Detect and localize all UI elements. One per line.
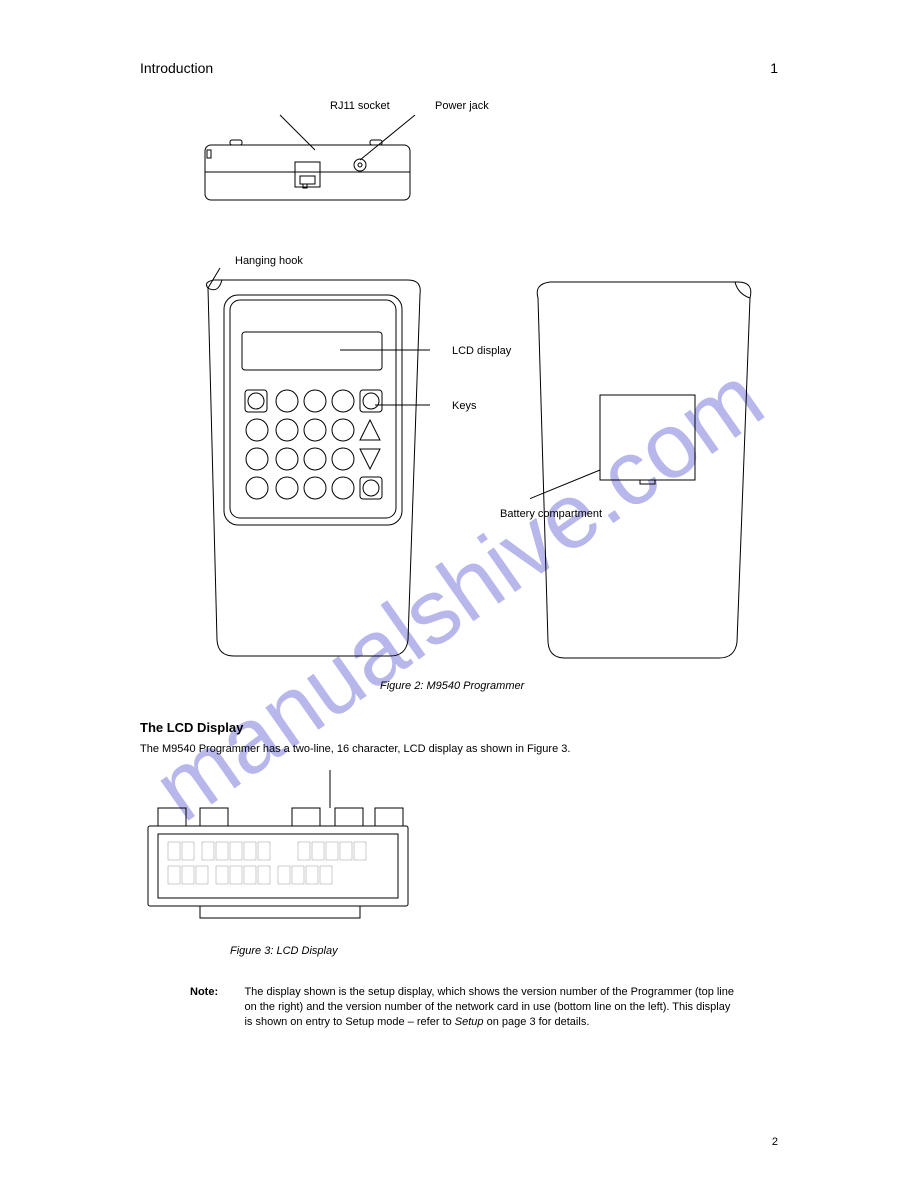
front-device-svg [200,260,430,660]
page: 1 Introduction manualshive.com RJ11 sock… [0,0,918,1188]
section-heading: The LCD Display [140,720,243,735]
label-battery-compartment: Battery compartment [500,508,602,520]
section-text: The M9540 Programmer has a two-line, 16 … [140,742,700,757]
footnote-link: on page [487,1016,527,1028]
footnote-text2: for details. [539,1016,590,1028]
label-lcd-display: LCD display [452,345,511,357]
introduction-label: Introduction [140,60,213,76]
footnote-block: Note: The display shown is the setup dis… [190,985,750,1030]
label-keys: Keys [452,400,476,412]
label-power-jack: Power jack [435,100,489,112]
footnote-text: The display shown is the setup display, … [244,985,734,1030]
page-top-number: 1 [770,60,778,76]
footnote-label: Note: [190,985,240,1000]
footnote-setup: Setup [455,1016,484,1028]
back-device-svg [530,280,760,680]
figure2-caption: Figure 2: M9540 Programmer [380,680,524,692]
label-hanging-hook: Hanging hook [235,255,303,267]
page-number: 2 [772,1136,778,1148]
label-rj11-socket: RJ11 socket [330,100,390,112]
footnote-pageref: 3 [529,1016,535,1028]
top-view-svg [185,100,435,220]
figure3-caption: Figure 3: LCD Display [230,945,338,957]
lcd-figure-svg [140,770,420,940]
